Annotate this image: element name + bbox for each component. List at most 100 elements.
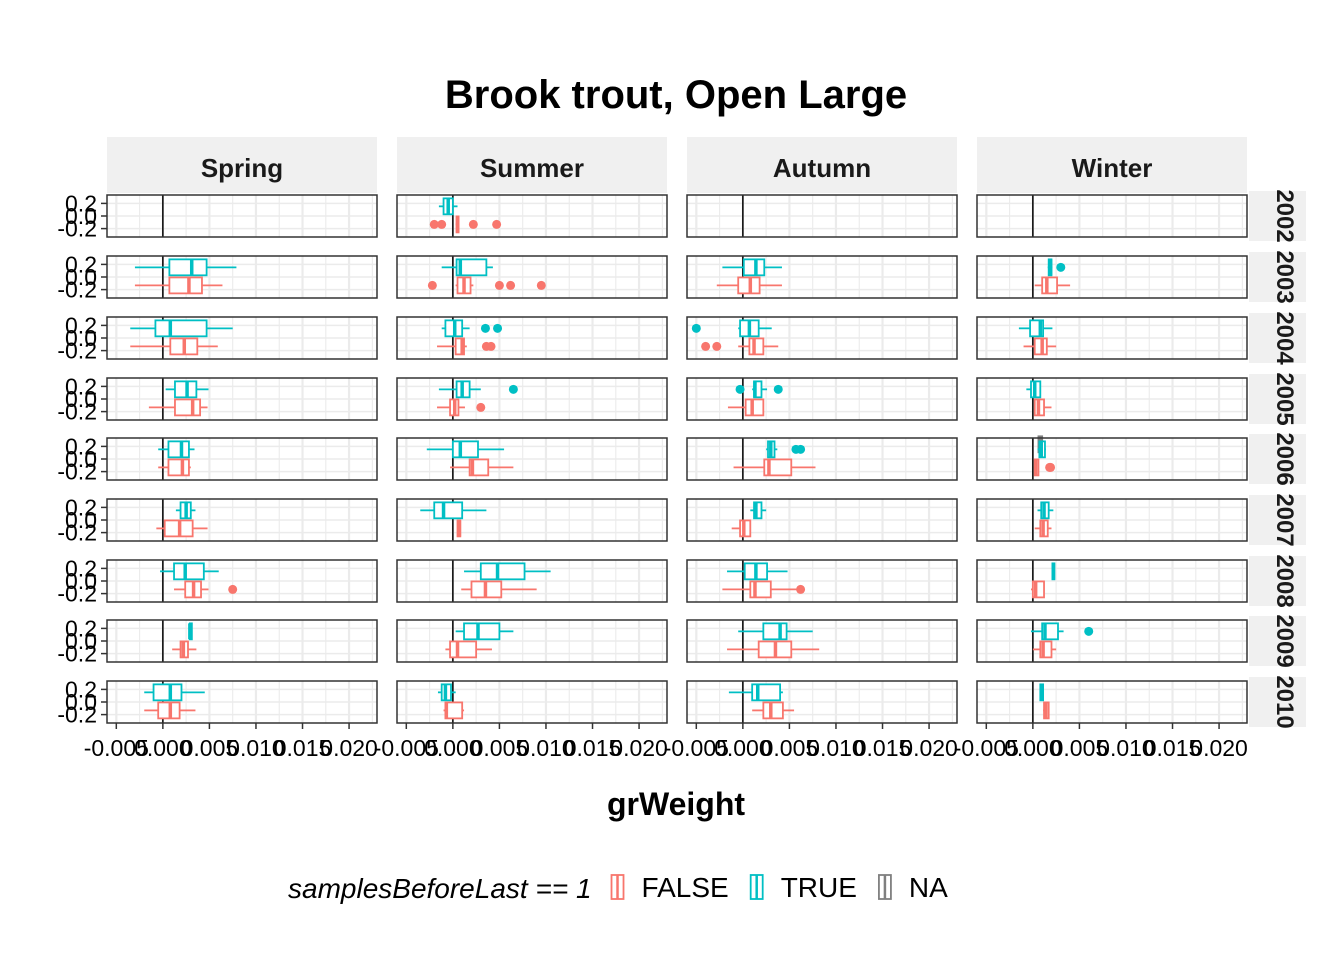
facet-panel — [106, 498, 378, 542]
facet-panel — [106, 316, 378, 360]
box-false — [1033, 398, 1052, 417]
y-tick-label: 0.2 — [65, 251, 97, 277]
facet-panel — [686, 619, 958, 663]
panel-border — [976, 619, 1248, 663]
facet-panel — [976, 559, 1248, 603]
box-true — [1031, 622, 1094, 641]
box-true — [727, 562, 788, 581]
box-false — [130, 337, 218, 356]
iqr-box — [762, 622, 788, 641]
box-false — [1033, 458, 1056, 477]
outlier-point — [796, 584, 806, 594]
facet-panel — [396, 255, 668, 299]
outlier-point — [735, 384, 745, 394]
box-true — [722, 258, 782, 277]
iqr-box — [168, 258, 208, 277]
box-false — [727, 640, 820, 659]
iqr-box — [463, 622, 501, 641]
iqr-box — [762, 701, 784, 720]
facet-panel — [396, 316, 668, 360]
y-tick-label: 0.2 — [65, 676, 97, 702]
box-false — [1043, 701, 1050, 720]
panel-border — [686, 680, 958, 724]
box-true — [158, 440, 195, 459]
x-tick-label: 0.015 — [274, 735, 332, 761]
panel-border — [396, 194, 668, 238]
iqr-box — [451, 440, 479, 459]
x-axis-label: grWeight — [607, 786, 745, 822]
box-false — [437, 337, 496, 356]
box-false — [174, 580, 238, 599]
box-true — [426, 440, 505, 459]
box-false — [1034, 519, 1052, 538]
outlier-point — [494, 280, 504, 290]
row-strip — [1249, 616, 1306, 666]
facet-panel — [396, 377, 668, 421]
row-strip-label: 2002 — [1271, 189, 1298, 242]
x-tick-label: -0.005 — [84, 735, 149, 761]
outlier-point — [691, 323, 701, 333]
box-true — [441, 319, 503, 338]
facet-panel — [686, 498, 958, 542]
box-true — [134, 258, 237, 277]
panel-border — [686, 377, 958, 421]
facet-panel — [396, 437, 668, 481]
x-tick-label: 0.000 — [1004, 735, 1062, 761]
y-tick-label: -0.2 — [57, 216, 97, 242]
x-tick-label: 0.005 — [1051, 735, 1109, 761]
x-tick-label: 0.015 — [564, 735, 622, 761]
outlier-point — [773, 384, 783, 394]
facet-panel — [976, 316, 1248, 360]
x-tick-label: -0.005 — [374, 735, 439, 761]
panel-border — [396, 498, 668, 542]
facet-panel — [106, 255, 378, 299]
facet-strip — [397, 137, 667, 193]
facet-panel — [396, 559, 668, 603]
y-tick-label: 0.2 — [65, 615, 97, 641]
box-true — [1047, 258, 1066, 277]
box-false — [456, 519, 462, 538]
panel-border — [976, 255, 1248, 299]
iqr-box — [479, 562, 526, 581]
iqr-box — [744, 398, 765, 417]
iqr-box — [468, 458, 490, 477]
facet-panel — [686, 255, 958, 299]
outlier-point — [493, 323, 503, 333]
panel-border — [976, 498, 1248, 542]
x-tick-label: 0.000 — [424, 735, 482, 761]
box-false — [731, 519, 752, 538]
y-tick-label: 0.2 — [65, 190, 97, 216]
iqr-box — [167, 440, 190, 459]
panel-border — [396, 437, 668, 481]
outlier-point — [712, 341, 722, 351]
y-tick-label: -0.2 — [57, 338, 97, 364]
iqr-box — [173, 562, 205, 581]
iqr-box — [748, 337, 765, 356]
x-tick-label: 0.020 — [900, 735, 958, 761]
panel-border — [976, 680, 1248, 724]
row-strip — [1249, 677, 1306, 727]
outlier-point — [480, 323, 490, 333]
box-false — [733, 458, 816, 477]
y-tick-label: -0.2 — [57, 641, 97, 667]
iqr-box — [454, 337, 465, 356]
legend-label: NA — [909, 872, 948, 903]
legend-title: samplesBeforeLast == 1 — [288, 873, 592, 904]
outlier-point — [1084, 626, 1094, 636]
outlier-point — [228, 584, 238, 594]
box-false — [134, 276, 223, 295]
outlier-point — [427, 280, 437, 290]
box-true — [165, 380, 209, 399]
panel-border — [686, 498, 958, 542]
box-true — [175, 501, 196, 520]
outlier-point — [437, 219, 447, 229]
iqr-box — [1031, 580, 1045, 599]
box-false — [427, 276, 546, 295]
iqr-box — [167, 458, 190, 477]
facet-strip — [687, 137, 957, 193]
box-true — [1037, 440, 1046, 459]
outlier-point — [468, 219, 478, 229]
y-tick-label: 0.0 — [65, 568, 97, 594]
chart-title: Brook trout, Open Large — [445, 73, 907, 117]
